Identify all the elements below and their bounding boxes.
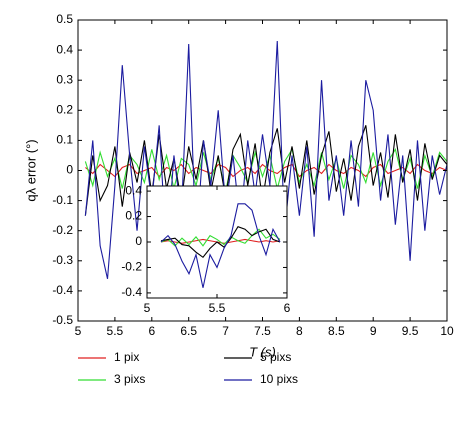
x-tick-label: 7 [222,324,229,338]
x-tick-label: 5.5 [209,301,226,315]
x-tick-label: 7.5 [254,324,271,338]
y-tick-label: 0.5 [56,12,73,26]
legend-label: 1 pix [114,350,139,364]
series-line [160,226,281,259]
x-tick-label: 6 [148,324,155,338]
series-line [160,203,281,288]
x-axis-label: T (s) [249,344,276,359]
y-tick-label: -0.4 [121,285,142,299]
y-tick-label: -0.1 [52,193,73,207]
y-tick-label: 0.4 [125,183,142,197]
x-tick-label: 5 [144,301,151,315]
x-tick-label: 5.5 [107,324,124,338]
x-tick-label: 8.5 [328,324,345,338]
y-tick-label: 0 [135,234,142,248]
x-tick-label: 9 [370,324,377,338]
legend-label: 5 pixs [260,350,291,364]
y-tick-label: 0.2 [125,209,142,223]
x-tick-label: 6.5 [180,324,197,338]
series-line [84,125,448,216]
y-axis-label: qλ error (°) [23,139,38,201]
legend-label: 3 pixs [114,372,145,386]
series-line [84,147,448,192]
x-tick-label: 5 [75,324,82,338]
y-tick-label: -0.4 [52,283,73,297]
y-tick-label: 0.4 [56,42,73,56]
x-tick-label: 6 [284,301,291,315]
legend-label: 10 pixs [260,372,298,386]
y-tick-label: 0.3 [56,72,73,86]
y-tick-label: -0.5 [52,313,73,327]
y-tick-label: 0 [66,163,73,177]
x-tick-label: 10 [440,324,454,338]
y-tick-label: -0.2 [52,223,73,237]
y-tick-label: -0.3 [52,253,73,267]
y-tick-label: 0.1 [56,133,73,147]
series-line [160,228,281,247]
x-tick-label: 8 [296,324,303,338]
y-tick-label: -0.2 [121,260,142,274]
series-line [84,41,448,279]
x-tick-label: 9.5 [402,324,419,338]
y-tick-label: 0.2 [56,102,73,116]
